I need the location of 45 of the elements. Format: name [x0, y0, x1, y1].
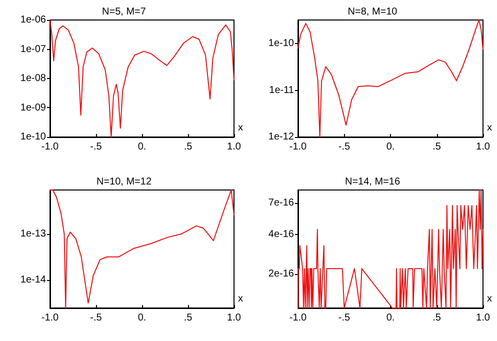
- y-tick-label: 1e-13: [20, 228, 46, 240]
- y-tick-label: 1e-08: [20, 73, 46, 84]
- x-tick-label: -1.0: [289, 142, 308, 152]
- x-axis-title: x: [487, 122, 492, 134]
- y-tick-label: 7e-16: [268, 197, 294, 208]
- x-tick-label: -1.0: [41, 142, 60, 152]
- x-tick-label: 1.0: [227, 142, 242, 152]
- y-tick-label: 1e-14: [20, 274, 46, 286]
- x-tick-label: -.5: [338, 312, 351, 324]
- x-axis-title: x: [238, 122, 243, 134]
- x-tick-label: 1.0: [476, 312, 490, 324]
- line-series: [298, 20, 484, 138]
- line-series: [298, 190, 484, 308]
- y-tick-label: 1e-12: [268, 132, 294, 142]
- x-tick-label: -1.0: [41, 312, 60, 324]
- x-axis-title: x: [238, 294, 243, 304]
- x-tick-label: -.5: [338, 142, 351, 152]
- x-tick-label: .5: [432, 312, 442, 324]
- x-tick-label: -.5: [90, 142, 102, 152]
- line-series: [50, 20, 234, 138]
- y-tick-label: 1e-10: [20, 132, 46, 142]
- y-tick-label: 2e-16: [268, 268, 294, 280]
- x-tick-label: 1.0: [227, 312, 242, 324]
- y-tick-label: 1e-10: [268, 38, 294, 50]
- y-tick-label: 1e-06: [20, 14, 46, 26]
- chart-title: N=5, M=7: [102, 6, 146, 18]
- x-tick-label: -1.0: [289, 312, 308, 324]
- line-series: [50, 190, 234, 308]
- x-tick-label: .5: [184, 312, 193, 324]
- x-tick-label: 0.: [386, 142, 395, 152]
- y-tick-label: 4e-16: [268, 229, 294, 240]
- x-tick-label: 1.0: [476, 142, 490, 152]
- chart-title: N=8, M=10: [348, 6, 398, 18]
- x-tick-label: .5: [432, 142, 442, 152]
- x-tick-label: 0.: [138, 142, 146, 152]
- x-tick-label: 0.: [138, 312, 146, 324]
- chart-title: N=14, M=16: [344, 176, 400, 188]
- x-tick-label: -.5: [90, 312, 102, 324]
- x-axis-title: x: [487, 294, 492, 304]
- x-tick-label: 0.: [386, 312, 395, 324]
- y-tick-label: 1e-09: [20, 102, 46, 114]
- y-tick-label: 1e-07: [20, 44, 46, 55]
- x-tick-label: .5: [184, 142, 193, 152]
- chart-title: N=10, M=12: [96, 176, 152, 188]
- y-tick-label: 1e-11: [269, 84, 294, 96]
